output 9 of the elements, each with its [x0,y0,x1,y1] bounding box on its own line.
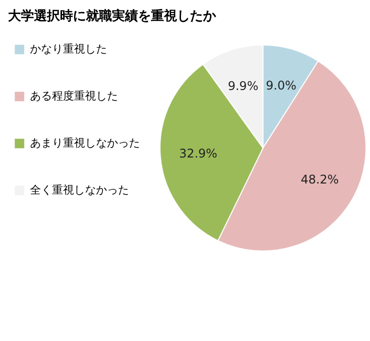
data-label: 9.9% [228,79,258,94]
data-label: 32.9% [179,146,218,161]
chart-title: 大学選択時に就職実績を重視したか [8,8,217,24]
data-label: 48.2% [300,172,339,187]
legend-label: ある程度重視した [30,90,118,102]
legend-label: かなり重視した [30,42,107,56]
legend-label: 全く重視しなかった [30,184,129,196]
data-label: 9.0% [266,78,296,93]
legend-label: あまり重視しなかった [30,136,140,150]
